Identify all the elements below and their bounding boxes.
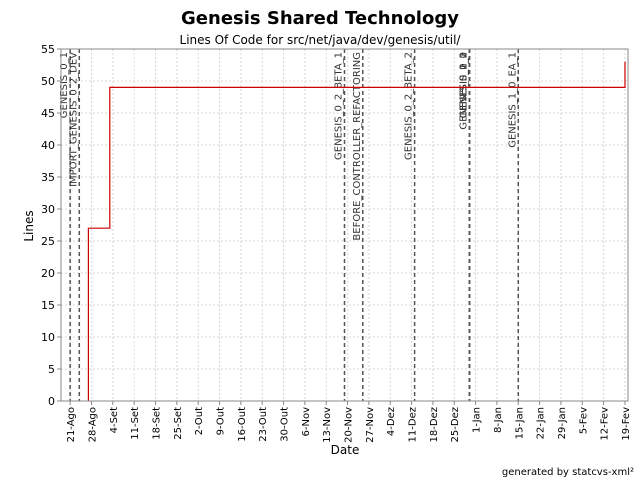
x-tick-label: 20-Nov [344, 407, 355, 443]
y-tick-label: 10 [41, 331, 55, 344]
x-tick-label: 19-Fev [621, 407, 632, 441]
x-tick-label: 15-Jan [514, 407, 525, 439]
x-axis: 21-Ago 28-Ago 4-Set 11-Set 18-Set 25-Set 2-Out… [66, 401, 632, 443]
y-tick-label: 20 [41, 267, 55, 280]
y-tick-label: 40 [41, 139, 55, 152]
y-tick-label: 5 [48, 363, 55, 376]
x-tick-label: 12-Fev [600, 407, 611, 441]
x-tick-label: 4-Set [109, 407, 120, 433]
y-tick-label: 15 [41, 299, 55, 312]
x-tick-label: 1-Jan [472, 407, 483, 433]
y-axis: 0 5 10 15 20 25 30 35 40 45 50 55 [41, 43, 61, 408]
x-tick-label: 9-Out [216, 407, 227, 435]
chart-subtitle: Lines Of Code for src/net/java/dev/genes… [180, 33, 462, 47]
x-tick-label: 22-Jan [536, 407, 547, 439]
x-tick-label: 6-Nov [301, 407, 312, 437]
release-marker-label: GENESIS_1_0_EA_1 [507, 52, 518, 148]
x-tick-label: 4-Dez [386, 407, 397, 436]
footer-credit: generated by statcvs-xml² [502, 467, 634, 478]
x-tick-label: 28-Ago [87, 407, 98, 442]
release-marker-label: GENESIS_1_0 [458, 52, 469, 118]
y-tick-label: 25 [41, 235, 55, 248]
y-tick-label: 50 [41, 75, 55, 88]
release-marker-label: GENESIS_0_2_BETA_2 [404, 52, 415, 160]
x-tick-label: 18-Set [152, 407, 163, 440]
x-tick-label: 11-Set [130, 407, 141, 440]
series-layer [87, 61, 626, 401]
x-tick-label: 16-Out [237, 407, 248, 442]
x-tick-label: 18-Dez [429, 407, 440, 442]
y-tick-label: 30 [41, 203, 55, 216]
x-tick-label: 27-Nov [365, 407, 376, 443]
x-tick-label: 30-Out [280, 407, 291, 442]
x-axis-label: Date [331, 443, 360, 457]
loc-series-line [87, 61, 626, 401]
y-tick-label: 35 [41, 171, 55, 184]
x-tick-label: 2-Out [194, 407, 205, 435]
x-tick-label: 11-Dez [408, 407, 419, 442]
release-marker-label: BEFORE_CONTROLLER_REFACTORING [352, 52, 363, 241]
x-tick-label: 5-Fev [578, 407, 589, 434]
x-tick-label: 25-Dez [450, 407, 461, 442]
y-axis-label: Lines [22, 210, 36, 241]
release-marker-label: GENESIS_0_2_BETA_1 [334, 52, 345, 160]
release-marker-label: IMPORT_GENESIS_0_2_DEV [68, 52, 79, 187]
y-tick-label: 55 [41, 43, 55, 56]
x-tick-label: 25-Set [173, 407, 184, 440]
plot-frame [60, 48, 629, 402]
chart-title: Genesis Shared Technology [181, 8, 459, 29]
y-tick-label: 45 [41, 107, 55, 120]
release-marker-label: GENESIS_0_2_1 [458, 52, 469, 130]
x-tick-label: 13-Nov [322, 407, 333, 443]
y-tick-label: 0 [48, 395, 55, 408]
x-tick-label: 8-Jan [493, 407, 504, 433]
x-tick-label: 29-Jan [557, 407, 568, 439]
release-marker-label: GENESIS_0_2 [458, 52, 469, 118]
grid-layer [61, 48, 628, 402]
x-tick-label: 21-Ago [66, 407, 77, 442]
x-tick-label: 23-Out [258, 407, 269, 442]
release-marker-label: GENESIS_0_1 [59, 52, 70, 118]
